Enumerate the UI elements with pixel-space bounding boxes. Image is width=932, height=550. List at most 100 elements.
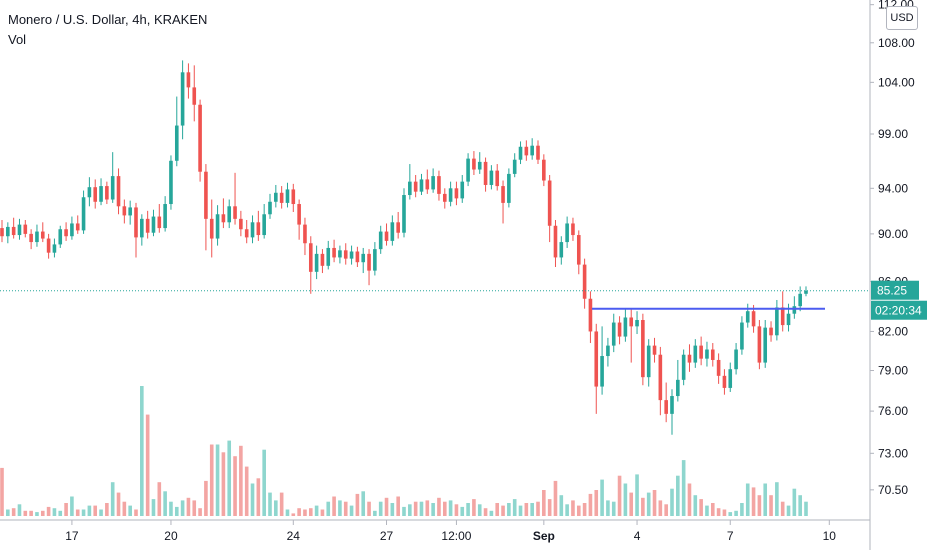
volume-bar bbox=[798, 495, 802, 516]
price-tick-label: 99.00 bbox=[878, 127, 908, 141]
candle bbox=[716, 353, 721, 384]
volume-bar bbox=[151, 499, 156, 516]
volume-bar bbox=[664, 504, 668, 516]
volume-bar bbox=[204, 480, 208, 516]
candlesticks bbox=[0, 60, 808, 435]
volume-bar bbox=[786, 505, 791, 516]
candle bbox=[17, 218, 22, 240]
volume-bar bbox=[239, 445, 243, 516]
candle bbox=[285, 182, 290, 208]
volume-bar bbox=[658, 500, 663, 516]
candle bbox=[99, 178, 103, 206]
candle bbox=[676, 359, 680, 402]
candle bbox=[466, 153, 470, 187]
volume-bar bbox=[99, 509, 103, 516]
volume-bar bbox=[489, 510, 494, 516]
price-tick-label: 90.00 bbox=[878, 227, 908, 241]
candle bbox=[198, 99, 202, 182]
volume-bar bbox=[460, 506, 465, 516]
volume-bar bbox=[250, 483, 255, 516]
volume-bar bbox=[116, 492, 121, 516]
volume-bar bbox=[565, 504, 569, 516]
volume-bar bbox=[140, 386, 144, 516]
volume-bar bbox=[542, 490, 546, 516]
volume-label: Vol bbox=[8, 32, 27, 47]
candle bbox=[617, 316, 622, 345]
volume-bar bbox=[693, 495, 698, 516]
candle bbox=[775, 299, 779, 341]
volume-bar bbox=[384, 497, 389, 516]
candle bbox=[769, 321, 773, 342]
volume-bar bbox=[769, 495, 773, 516]
candle bbox=[332, 239, 336, 263]
volume-bar bbox=[192, 500, 197, 516]
volume-bar bbox=[105, 503, 109, 516]
candle bbox=[378, 225, 383, 254]
chart-legend: Monero / U.S. Dollar, 4h, KRAKEN Vol bbox=[8, 10, 207, 50]
volume-bar bbox=[728, 512, 733, 516]
volume-bar bbox=[536, 501, 540, 516]
volume-bar bbox=[512, 499, 517, 516]
volume-bar bbox=[87, 505, 92, 516]
volume-bar bbox=[442, 501, 447, 516]
volume-bar bbox=[408, 504, 412, 516]
candle bbox=[780, 291, 785, 332]
candle bbox=[623, 308, 628, 342]
candle bbox=[408, 164, 412, 200]
volume-bar bbox=[606, 500, 610, 516]
currency-button[interactable]: USD bbox=[886, 6, 918, 30]
volume-bar bbox=[303, 509, 307, 516]
candle bbox=[547, 175, 552, 243]
candle bbox=[87, 177, 92, 207]
candle bbox=[151, 209, 156, 237]
candle bbox=[495, 164, 500, 191]
volume-bar bbox=[343, 501, 348, 516]
volume-bar bbox=[75, 509, 80, 516]
candle bbox=[239, 210, 243, 237]
volume-bar bbox=[775, 482, 779, 516]
candle bbox=[215, 205, 220, 246]
candle bbox=[437, 170, 441, 201]
candle bbox=[740, 316, 744, 355]
candle bbox=[373, 242, 377, 276]
volume-bar bbox=[285, 509, 290, 516]
volume-bar bbox=[652, 490, 657, 516]
candle bbox=[477, 152, 482, 174]
candle bbox=[460, 175, 465, 203]
volume-bar bbox=[110, 482, 115, 516]
volume-bar bbox=[291, 513, 296, 516]
candle bbox=[419, 173, 424, 196]
volume-bar bbox=[582, 503, 587, 516]
candle bbox=[635, 311, 639, 335]
candle bbox=[530, 138, 534, 160]
time-tick-label: 27 bbox=[380, 529, 394, 543]
volume-bar bbox=[23, 510, 28, 516]
volume-bar bbox=[792, 488, 797, 516]
volume-bar bbox=[70, 496, 74, 516]
candle bbox=[58, 225, 63, 248]
candle bbox=[93, 179, 98, 209]
candle bbox=[442, 188, 447, 209]
candle bbox=[629, 308, 634, 363]
candle bbox=[431, 168, 435, 193]
volume-bar bbox=[308, 508, 313, 516]
last-price-value: 85.25 bbox=[877, 284, 907, 298]
candle bbox=[472, 151, 476, 176]
volume-bar bbox=[128, 505, 132, 516]
volume-bar bbox=[710, 503, 715, 516]
volume-bar bbox=[355, 493, 360, 516]
volume-bar bbox=[11, 508, 16, 516]
candle bbox=[105, 181, 109, 205]
price-tick-label: 108.00 bbox=[878, 36, 915, 50]
time-axis: 17 20 24 27 12:00 Sep 4 7 10 bbox=[0, 519, 870, 543]
candle bbox=[326, 240, 331, 270]
candle bbox=[745, 303, 750, 328]
volume-bar bbox=[209, 444, 214, 516]
candle bbox=[128, 200, 132, 225]
candle bbox=[174, 96, 179, 167]
candle bbox=[670, 389, 674, 435]
price-tick-label: 112.00 bbox=[878, 0, 914, 12]
volume-bar bbox=[553, 480, 558, 516]
candle bbox=[588, 291, 593, 344]
